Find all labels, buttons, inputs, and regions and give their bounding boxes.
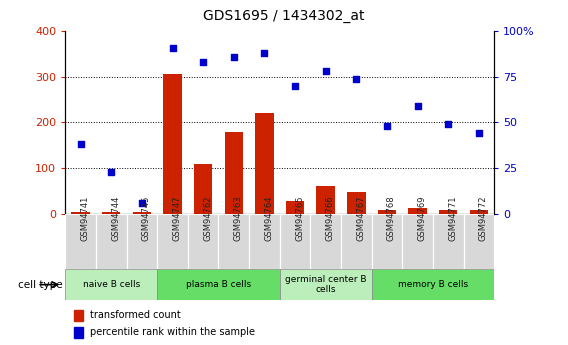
Bar xyxy=(286,201,304,214)
Bar xyxy=(347,192,366,214)
Bar xyxy=(280,214,310,269)
Bar xyxy=(188,214,219,269)
Bar xyxy=(249,214,280,269)
Bar xyxy=(96,214,127,269)
Bar xyxy=(280,269,371,300)
Bar xyxy=(72,211,90,214)
Point xyxy=(352,76,361,81)
Text: cell type: cell type xyxy=(18,280,62,289)
Bar xyxy=(463,214,494,269)
Text: plasma B cells: plasma B cells xyxy=(186,280,251,289)
Point xyxy=(260,50,269,56)
Bar xyxy=(74,310,83,321)
Point xyxy=(76,142,85,147)
Text: GSM94763: GSM94763 xyxy=(234,196,243,241)
Point xyxy=(321,69,330,74)
Text: GSM94768: GSM94768 xyxy=(387,196,396,241)
Text: GSM94747: GSM94747 xyxy=(173,196,182,241)
Bar xyxy=(310,214,341,269)
Text: GDS1695 / 1434302_at: GDS1695 / 1434302_at xyxy=(203,9,365,23)
Bar xyxy=(194,164,212,214)
Point xyxy=(229,54,239,59)
Bar xyxy=(371,214,402,269)
Text: GSM94769: GSM94769 xyxy=(417,196,427,241)
Bar xyxy=(65,214,96,269)
Bar xyxy=(408,208,427,214)
Text: GSM94765: GSM94765 xyxy=(295,196,304,241)
Text: memory B cells: memory B cells xyxy=(398,280,468,289)
Point xyxy=(168,45,177,50)
Bar xyxy=(133,211,151,214)
Bar xyxy=(65,269,157,300)
Text: GSM94764: GSM94764 xyxy=(265,196,273,241)
Bar xyxy=(316,186,335,214)
Bar xyxy=(224,132,243,214)
Text: GSM94744: GSM94744 xyxy=(111,196,120,241)
Text: GSM94741: GSM94741 xyxy=(81,196,90,241)
Point xyxy=(290,83,299,89)
Text: GSM94745: GSM94745 xyxy=(142,196,151,241)
Point xyxy=(444,121,453,127)
Point xyxy=(474,131,483,136)
Text: GSM94767: GSM94767 xyxy=(356,196,365,241)
Bar xyxy=(255,113,274,214)
Text: percentile rank within the sample: percentile rank within the sample xyxy=(90,327,255,337)
Bar xyxy=(164,75,182,214)
Point xyxy=(107,169,116,175)
Bar xyxy=(341,214,371,269)
Point xyxy=(382,124,391,129)
Bar xyxy=(402,214,433,269)
Text: GSM94772: GSM94772 xyxy=(479,196,488,241)
Bar xyxy=(439,210,457,214)
Bar xyxy=(219,214,249,269)
Text: transformed count: transformed count xyxy=(90,310,181,321)
Point xyxy=(199,59,208,65)
Bar xyxy=(157,269,280,300)
Text: GSM94771: GSM94771 xyxy=(448,196,457,241)
Bar xyxy=(74,327,83,338)
Bar xyxy=(470,210,488,214)
Bar xyxy=(102,211,120,214)
Bar xyxy=(371,269,494,300)
Bar xyxy=(433,214,463,269)
Bar xyxy=(157,214,188,269)
Point xyxy=(413,103,422,109)
Text: naive B cells: naive B cells xyxy=(82,280,140,289)
Bar xyxy=(378,210,396,214)
Text: germinal center B
cells: germinal center B cells xyxy=(285,275,366,294)
Bar xyxy=(127,214,157,269)
Point xyxy=(137,200,147,206)
Text: GSM94762: GSM94762 xyxy=(203,196,212,241)
Text: GSM94766: GSM94766 xyxy=(325,196,335,241)
